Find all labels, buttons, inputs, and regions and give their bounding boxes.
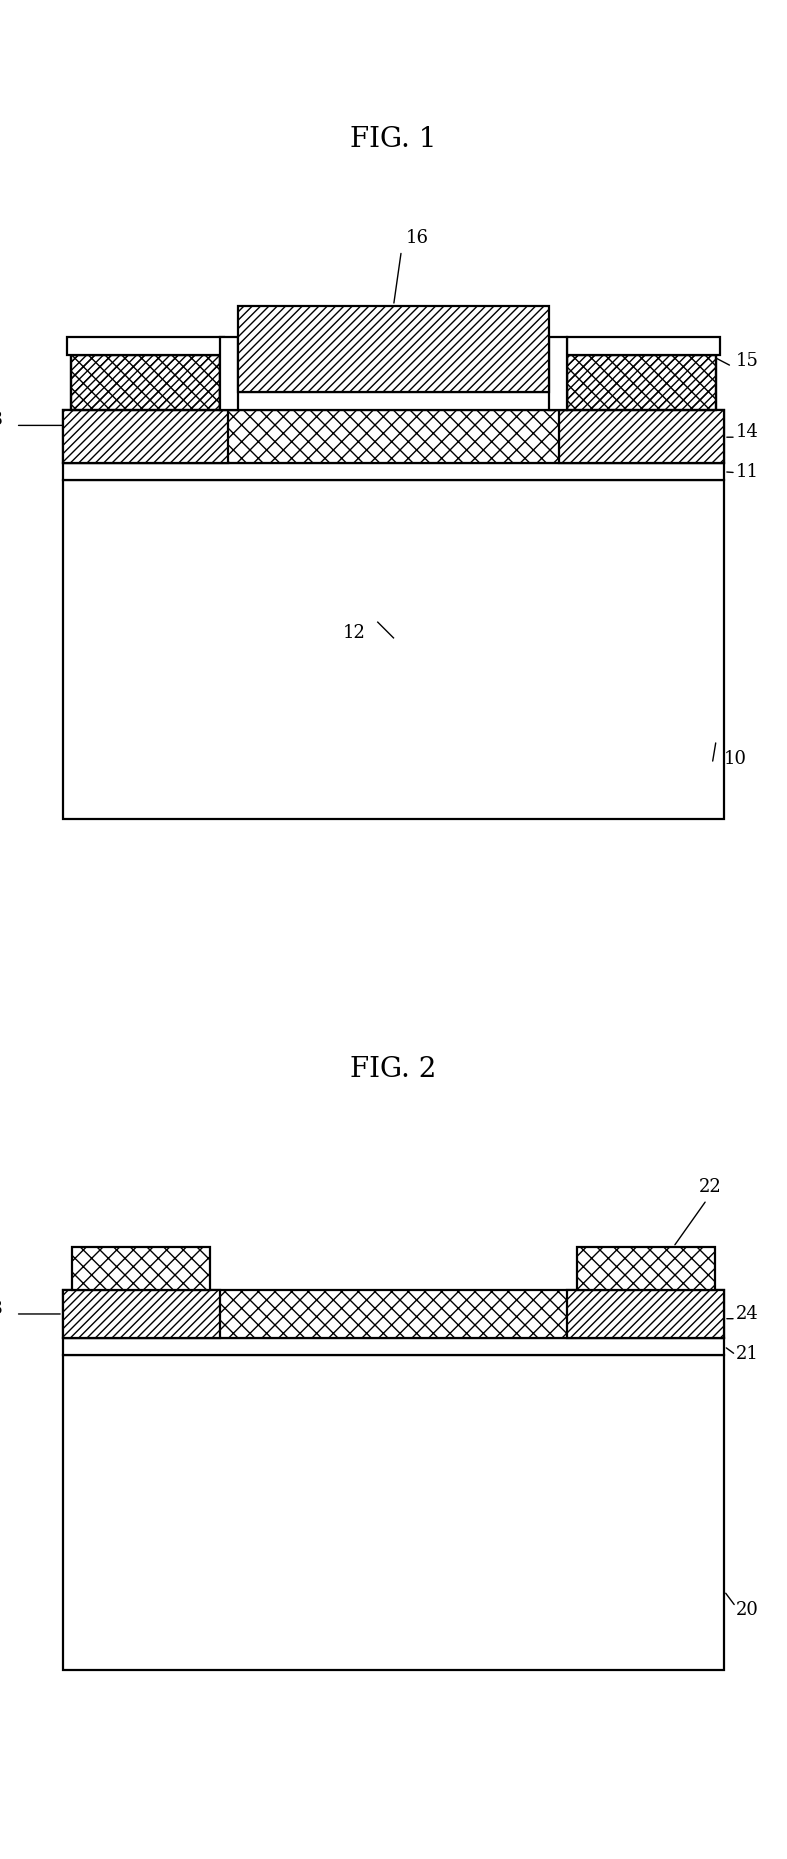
Bar	[220, 336, 238, 409]
Bar	[567, 355, 716, 409]
Text: 12: 12	[342, 625, 366, 641]
Bar	[238, 305, 549, 392]
Text: FIG. 1: FIG. 1	[350, 126, 437, 152]
Bar	[63, 1355, 724, 1669]
Bar	[63, 1338, 724, 1355]
Bar	[71, 355, 220, 409]
Bar	[559, 409, 724, 463]
Text: 23: 23	[0, 1299, 4, 1318]
Bar	[63, 463, 724, 480]
Bar	[63, 409, 228, 463]
Bar	[577, 1247, 715, 1290]
Bar	[63, 1290, 220, 1338]
Text: FIG. 2: FIG. 2	[350, 1056, 437, 1082]
Bar	[567, 1290, 724, 1338]
Text: 11: 11	[736, 463, 759, 481]
Text: 21: 21	[736, 1344, 759, 1363]
Bar	[220, 392, 567, 409]
Bar	[567, 355, 716, 409]
Text: 15: 15	[736, 353, 759, 370]
Bar	[63, 480, 724, 820]
Bar	[567, 336, 720, 355]
Text: 10: 10	[724, 749, 747, 768]
Bar	[549, 336, 567, 409]
Text: 22: 22	[699, 1179, 722, 1195]
Bar	[67, 336, 224, 355]
Text: 14: 14	[736, 424, 759, 441]
Bar	[71, 355, 220, 409]
Text: 24: 24	[736, 1305, 759, 1324]
Text: 20: 20	[736, 1601, 759, 1619]
Bar	[72, 1247, 210, 1290]
Text: 16: 16	[405, 229, 429, 247]
Bar	[63, 409, 724, 463]
Text: 13: 13	[0, 411, 4, 429]
Bar	[63, 1290, 724, 1338]
